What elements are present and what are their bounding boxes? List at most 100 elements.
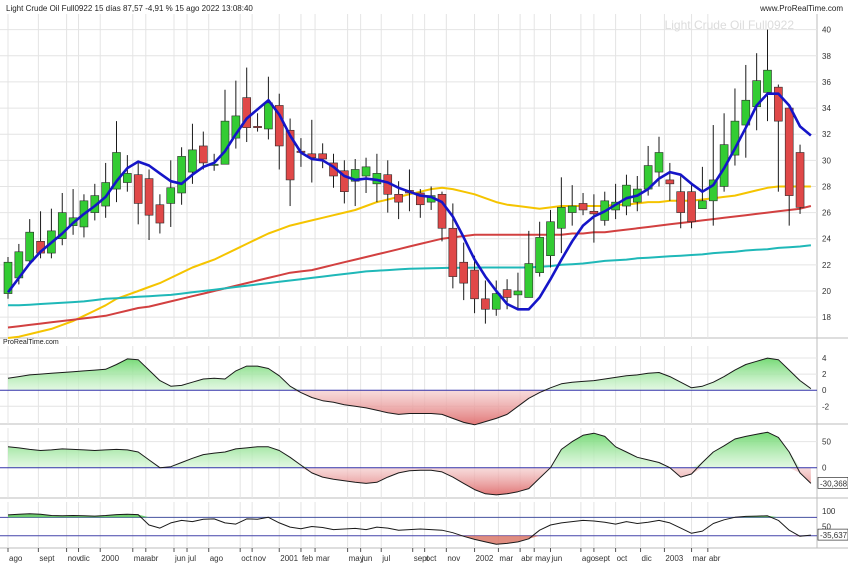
x-tick-label: 2001	[280, 554, 298, 563]
x-tick-label: abr	[709, 554, 721, 563]
price-tick-label: 34	[822, 104, 831, 113]
x-tick-label: abr	[147, 554, 159, 563]
candle-down	[448, 227, 458, 277]
x-tick-label: ago	[9, 554, 23, 563]
x-tick-label: 2002	[476, 554, 494, 563]
x-tick-label: may	[349, 554, 364, 563]
osc-tick-label: -2	[822, 402, 830, 411]
osc-line	[7, 357, 812, 426]
watermark-label: Light Crude Oil Full0922	[665, 18, 795, 32]
candle-down	[394, 193, 403, 203]
price-y-axis: 18 20 22 24 26 28 30 32 34 36 38 40	[822, 26, 831, 322]
candle-up	[513, 290, 523, 296]
x-tick-label: may	[535, 554, 550, 563]
ma-teal-line	[8, 244, 812, 307]
x-tick-label: nov	[68, 554, 81, 563]
x-tick-label: sept	[39, 554, 55, 563]
candle-down	[676, 191, 686, 213]
price-tick-label: 22	[822, 261, 831, 270]
x-tick-label: 2000	[101, 554, 119, 563]
x-tick-label: nov	[253, 554, 266, 563]
candle-down	[144, 178, 154, 216]
header-bar	[0, 0, 848, 14]
osc-line	[7, 513, 811, 545]
price-tick-label: 24	[822, 235, 831, 244]
moving-average-fast	[6, 92, 812, 311]
x-tick-label: oct	[241, 554, 252, 563]
candle-up	[112, 152, 121, 190]
brand-link-top[interactable]: www.ProRealTime.com	[759, 4, 843, 13]
candle-down	[274, 105, 284, 147]
candle-down	[242, 97, 251, 128]
osc-negative-fill	[8, 390, 811, 425]
osc-oversold-fill	[8, 535, 811, 545]
osc-tick-label: 2	[822, 370, 827, 379]
candle-up	[264, 102, 273, 130]
osc-tick-label: 0	[822, 386, 827, 395]
x-tick-label: sept	[414, 554, 430, 563]
time-x-axis: ago sept nov dic 2000 mar abr jun jul ago oct nov 20…	[7, 548, 721, 563]
x-tick-label: jul	[187, 554, 196, 563]
x-tick-label: mar	[693, 554, 707, 563]
candle-up	[177, 156, 186, 194]
candle-up	[25, 231, 35, 262]
ma-red-line	[7, 205, 812, 329]
candle-up	[350, 169, 360, 182]
x-tick-label: mar	[316, 554, 330, 563]
osc-negative-fill	[8, 467, 811, 495]
osc-tick-label: 50	[822, 438, 831, 447]
osc-line	[7, 431, 812, 496]
candle-up	[57, 212, 67, 240]
price-tick-label: 28	[822, 182, 831, 191]
osc-tick-label: 4	[822, 354, 827, 363]
candle-up	[101, 182, 110, 207]
candle-down	[199, 145, 208, 164]
last-value-box	[817, 477, 848, 489]
oscillator-2-panel: 50 0 -30,368	[0, 431, 848, 496]
candle-down	[459, 261, 469, 284]
price-tick-label: 30	[822, 156, 831, 165]
instrument-info: Light Crude Oil Full0922 15 días 87,57 -…	[6, 4, 253, 13]
candle-up	[567, 205, 577, 213]
price-tick-label: 40	[822, 26, 831, 35]
candle-down	[784, 107, 794, 196]
candle-down	[687, 191, 696, 223]
x-tick-label: mar	[134, 554, 148, 563]
candle-up	[166, 187, 176, 204]
x-tick-label: 2003	[665, 554, 683, 563]
candle-down	[285, 129, 295, 181]
last-value-box	[817, 528, 848, 541]
candle-down	[133, 174, 143, 204]
x-tick-label: jul	[381, 554, 390, 563]
candle-down	[665, 179, 675, 185]
ma-fast-line	[6, 92, 812, 311]
candle-down	[155, 204, 165, 224]
candle-up	[188, 149, 197, 173]
x-tick-label: oct	[617, 554, 628, 563]
candle-down	[795, 152, 805, 208]
osc-overbought-fill	[8, 513, 811, 518]
osc-tick-label: 0	[822, 464, 827, 473]
candle-down	[470, 269, 479, 300]
price-tick-label: 32	[822, 130, 831, 139]
oscillator-1-panel: 4 2 0 -2	[0, 354, 830, 426]
x-tick-label: jun	[174, 554, 186, 563]
price-tick-label: 18	[822, 313, 831, 322]
candle-up	[491, 293, 501, 310]
x-tick-label: mar	[499, 554, 513, 563]
candle-down	[340, 170, 349, 192]
candle-down	[481, 298, 490, 310]
candle-up	[524, 263, 534, 298]
candle-up	[557, 207, 566, 229]
x-tick-label: dic	[642, 554, 652, 563]
candle-up	[622, 184, 631, 207]
candle-down	[437, 193, 447, 229]
osc-tick-label: 50	[822, 523, 831, 532]
candle-down	[578, 203, 588, 211]
price-tick-label: 26	[822, 209, 831, 218]
osc-tick-label: 100	[822, 507, 836, 516]
candle-down	[502, 289, 512, 298]
candle-down	[589, 210, 599, 215]
candle-up	[654, 152, 664, 173]
